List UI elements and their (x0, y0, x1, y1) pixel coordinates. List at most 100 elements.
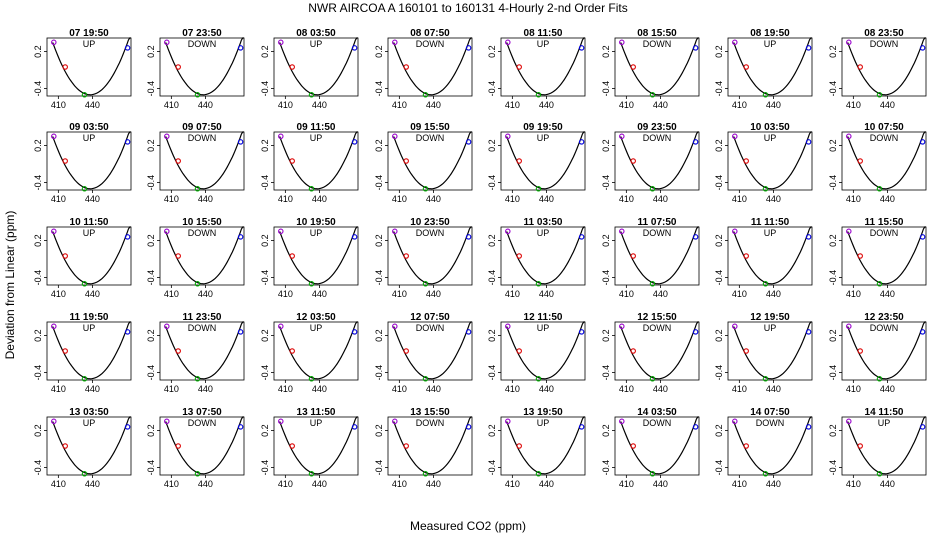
data-point-blue (692, 329, 699, 335)
x-tick-label: 440 (653, 100, 668, 110)
panel-frame (841, 416, 927, 476)
y-tick-label: 0.2 (260, 139, 270, 152)
x-tick-label: 440 (312, 289, 327, 299)
panel-frame (159, 37, 245, 97)
x-tick-label: 440 (539, 289, 554, 299)
y-tick-label: -0.4 (828, 81, 838, 97)
fit-curve (165, 321, 244, 380)
panel-direction: UP (310, 418, 323, 428)
x-tick-label: 440 (312, 194, 327, 204)
data-point-red (516, 253, 522, 259)
y-tick-label: -0.4 (487, 81, 497, 97)
x-tick-label: 410 (278, 194, 293, 204)
y-tick-label: -0.4 (601, 81, 611, 97)
panel-frame (46, 37, 132, 97)
x-tick-label: 410 (619, 100, 634, 110)
data-point-green (762, 471, 769, 477)
x-tick-label: 410 (392, 479, 407, 489)
data-point-green (81, 281, 88, 287)
data-point-blue (124, 139, 131, 145)
fit-curve (279, 131, 358, 190)
x-tick-label: 410 (392, 384, 407, 394)
panel-frame (614, 321, 700, 381)
panel-title: 12 07:50 (410, 312, 450, 323)
x-tick-label: 410 (732, 384, 747, 394)
data-point-green (876, 92, 883, 98)
x-tick-label: 440 (312, 384, 327, 394)
panel-title: 13 15:50 (410, 407, 450, 418)
data-point-red (289, 64, 295, 70)
x-tick-label: 410 (619, 289, 634, 299)
x-tick-label: 410 (51, 479, 66, 489)
panel-direction: DOWN (870, 39, 899, 49)
panel-frame (273, 321, 359, 381)
y-tick-label: -0.4 (260, 365, 270, 381)
data-point-red (630, 443, 636, 449)
data-point-blue (919, 329, 926, 335)
data-point-green (762, 186, 769, 192)
data-point-blue (237, 424, 244, 430)
panel-frame (387, 131, 473, 191)
y-tick-label: -0.4 (374, 270, 384, 286)
y-tick-label: 0.2 (828, 329, 838, 342)
x-tick-label: 440 (198, 194, 213, 204)
x-tick-label: 440 (426, 100, 441, 110)
fit-curve (52, 321, 131, 380)
x-tick-label: 410 (164, 479, 179, 489)
y-tick-label: -0.4 (487, 365, 497, 381)
data-point-green (535, 186, 542, 192)
data-point-purple (51, 39, 57, 46)
x-tick-label: 410 (732, 100, 747, 110)
data-point-blue (465, 234, 472, 240)
fit-curve (847, 37, 926, 96)
data-point-green (81, 92, 88, 98)
panel-title: 13 19:50 (523, 407, 563, 418)
panel-direction: DOWN (643, 133, 672, 143)
x-tick-label: 440 (766, 384, 781, 394)
data-point-red (857, 443, 863, 449)
data-point-green (308, 376, 315, 382)
x-tick-label: 440 (766, 194, 781, 204)
panel-title: 10 11:50 (70, 217, 109, 228)
data-point-red (175, 64, 181, 70)
data-point-green (81, 471, 88, 477)
fit-curve (52, 37, 131, 96)
y-tick-label: 0.2 (146, 139, 156, 152)
x-tick-label: 440 (426, 479, 441, 489)
panel-frame (614, 416, 700, 476)
data-point-purple (505, 228, 511, 235)
data-point-red (62, 443, 68, 449)
x-tick-label: 440 (426, 194, 441, 204)
y-tick-label: 0.2 (714, 329, 724, 342)
data-point-red (857, 158, 863, 164)
fit-curve (620, 131, 699, 190)
panel-direction: DOWN (416, 323, 445, 333)
y-tick-label: 0.2 (374, 45, 384, 58)
y-tick-label: -0.4 (146, 270, 156, 286)
x-tick-label: 410 (846, 194, 861, 204)
y-tick-label: -0.4 (714, 81, 724, 97)
y-tick-label: -0.4 (828, 460, 838, 476)
data-point-purple (505, 418, 511, 425)
data-point-green (422, 186, 429, 192)
data-point-red (743, 348, 749, 354)
data-point-green (535, 281, 542, 287)
panel-title: 11 03:50 (524, 217, 563, 228)
y-tick-label: 0.2 (146, 329, 156, 342)
y-tick-label: 0.2 (33, 329, 43, 342)
x-tick-label: 440 (880, 384, 895, 394)
data-point-purple (278, 323, 284, 330)
x-tick-label: 410 (51, 100, 66, 110)
x-tick-label: 410 (51, 384, 66, 394)
x-tick-label: 410 (619, 194, 634, 204)
x-tick-label: 440 (539, 479, 554, 489)
panel-direction: DOWN (188, 228, 217, 238)
data-point-purple (392, 39, 398, 46)
data-point-red (630, 158, 636, 164)
x-tick-label: 440 (312, 479, 327, 489)
